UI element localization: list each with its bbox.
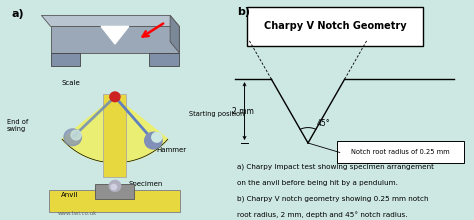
- Text: End of
swing: End of swing: [7, 119, 28, 132]
- Text: Scale: Scale: [62, 80, 81, 86]
- Text: a) Charpy Impact test showing specimen arrangement: a) Charpy Impact test showing specimen a…: [237, 164, 434, 170]
- Text: b): b): [237, 7, 250, 16]
- FancyBboxPatch shape: [49, 190, 181, 212]
- Circle shape: [152, 132, 162, 142]
- FancyBboxPatch shape: [95, 184, 135, 199]
- Circle shape: [64, 129, 82, 146]
- Text: b) Charpy V notch geometry showing 0.25 mm notch: b) Charpy V notch geometry showing 0.25 …: [237, 196, 428, 202]
- Text: Starting position: Starting position: [189, 111, 244, 117]
- Text: 45°: 45°: [317, 119, 330, 128]
- Polygon shape: [62, 97, 168, 163]
- Text: Hammer: Hammer: [156, 147, 186, 153]
- Polygon shape: [51, 53, 81, 66]
- Text: a): a): [11, 9, 24, 19]
- Text: Specimen: Specimen: [129, 181, 163, 187]
- FancyBboxPatch shape: [337, 141, 464, 163]
- FancyBboxPatch shape: [103, 94, 127, 177]
- Circle shape: [109, 180, 121, 191]
- Circle shape: [111, 184, 117, 190]
- Text: 2 mm: 2 mm: [232, 107, 254, 116]
- Polygon shape: [149, 53, 179, 66]
- Polygon shape: [51, 26, 179, 53]
- Text: Anvil: Anvil: [61, 192, 78, 198]
- Text: Charpy V Notch Geometry: Charpy V Notch Geometry: [264, 21, 406, 31]
- Text: Notch root radius of 0.25 mm: Notch root radius of 0.25 mm: [351, 149, 450, 156]
- Polygon shape: [101, 26, 129, 44]
- Text: www.twi.co.uk: www.twi.co.uk: [57, 211, 97, 216]
- FancyBboxPatch shape: [247, 7, 423, 46]
- Polygon shape: [170, 15, 179, 53]
- Circle shape: [71, 130, 81, 140]
- Polygon shape: [41, 15, 179, 26]
- Text: root radius, 2 mm, depth and 45° notch radius.: root radius, 2 mm, depth and 45° notch r…: [237, 211, 408, 218]
- Circle shape: [110, 92, 120, 102]
- Text: on the anvil before being hit by a pendulum.: on the anvil before being hit by a pendu…: [237, 180, 398, 186]
- Circle shape: [145, 132, 162, 149]
